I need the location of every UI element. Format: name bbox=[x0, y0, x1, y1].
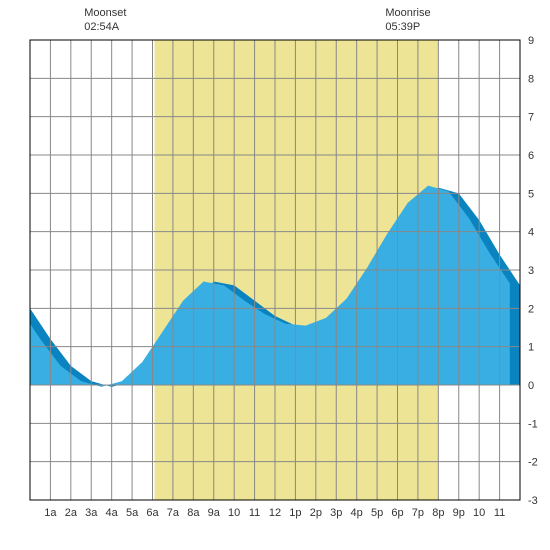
svg-text:5p: 5p bbox=[371, 507, 383, 519]
chart-canvas: -3-2-101234567891a2a3a4a5a6a7a8a9a101112… bbox=[0, 0, 550, 550]
svg-text:2p: 2p bbox=[310, 507, 322, 519]
svg-text:10: 10 bbox=[228, 507, 240, 519]
svg-text:8: 8 bbox=[528, 73, 534, 85]
moonrise-annotation: Moonrise 05:39P bbox=[385, 6, 430, 35]
svg-text:11: 11 bbox=[249, 507, 260, 519]
svg-text:-3: -3 bbox=[528, 495, 538, 507]
svg-text:1p: 1p bbox=[289, 507, 301, 519]
svg-text:9p: 9p bbox=[453, 507, 465, 519]
svg-text:2: 2 bbox=[528, 303, 534, 315]
svg-text:-1: -1 bbox=[528, 418, 538, 430]
svg-text:7p: 7p bbox=[412, 507, 424, 519]
svg-text:3a: 3a bbox=[85, 507, 98, 519]
svg-text:8a: 8a bbox=[187, 507, 200, 519]
svg-text:7: 7 bbox=[528, 112, 534, 124]
svg-text:12: 12 bbox=[269, 507, 281, 519]
svg-text:6a: 6a bbox=[146, 507, 159, 519]
svg-text:11: 11 bbox=[494, 507, 505, 519]
svg-text:4a: 4a bbox=[106, 507, 119, 519]
tide-chart: -3-2-101234567891a2a3a4a5a6a7a8a9a101112… bbox=[0, 0, 550, 550]
svg-text:9: 9 bbox=[528, 35, 534, 47]
svg-text:2a: 2a bbox=[65, 507, 78, 519]
svg-text:10: 10 bbox=[473, 507, 485, 519]
svg-text:5: 5 bbox=[528, 188, 534, 200]
svg-text:-2: -2 bbox=[528, 457, 538, 469]
svg-text:0: 0 bbox=[528, 380, 534, 392]
svg-text:6p: 6p bbox=[391, 507, 403, 519]
svg-text:1a: 1a bbox=[44, 507, 57, 519]
svg-text:4p: 4p bbox=[351, 507, 363, 519]
svg-text:6: 6 bbox=[528, 150, 534, 162]
moonrise-label: Moonrise bbox=[385, 7, 430, 19]
svg-text:3: 3 bbox=[528, 265, 534, 277]
moonset-label: Moonset bbox=[84, 7, 126, 19]
svg-text:8p: 8p bbox=[432, 507, 444, 519]
svg-text:7a: 7a bbox=[167, 507, 180, 519]
moonset-annotation: Moonset 02:54A bbox=[84, 6, 126, 35]
svg-text:9a: 9a bbox=[208, 507, 221, 519]
svg-text:1: 1 bbox=[528, 342, 534, 354]
svg-text:3p: 3p bbox=[330, 507, 342, 519]
svg-text:4: 4 bbox=[528, 227, 534, 239]
moonset-time: 02:54A bbox=[84, 20, 126, 34]
moonrise-time: 05:39P bbox=[385, 20, 430, 34]
svg-text:5a: 5a bbox=[126, 507, 139, 519]
